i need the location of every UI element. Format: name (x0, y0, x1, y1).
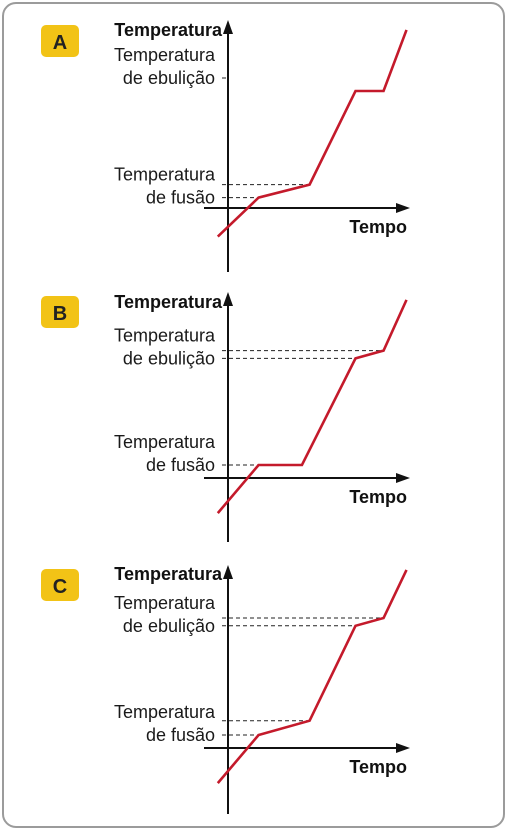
y-axis-arrow (223, 20, 233, 34)
panel-badge-label: A (53, 32, 67, 54)
y-axis-arrow (223, 292, 233, 306)
reference-label: de ebulição (123, 348, 215, 368)
y-axis-title: Temperatura (114, 20, 223, 40)
chart-panel-b: B Temperatura Tempo de ebulição Temperatura d… (41, 292, 410, 542)
heating-curve (216, 569, 408, 784)
y-axis-title: Temperatura (114, 564, 223, 584)
reference-label: de ebulição (123, 616, 215, 636)
reference-label: Temperatura (114, 593, 216, 613)
panel-badge (41, 296, 79, 328)
chart-panel-c: C Temperatura Tempo de ebulição Temperatura d… (41, 564, 410, 814)
reference-label: de fusão (146, 188, 215, 208)
reference-label: de fusão (146, 725, 215, 745)
heating-curve (216, 299, 408, 514)
x-axis-title: Tempo (349, 757, 407, 777)
x-axis-arrow (396, 743, 410, 753)
reference-label: Temperatura (114, 432, 216, 452)
heating-curve (216, 29, 408, 238)
reference-label: Temperatura (114, 702, 216, 722)
chart-panel-a: A Temperatura Tempo de ebulição Temperatura d… (41, 20, 410, 272)
reference-label: de fusão (146, 455, 215, 475)
panel-badge (41, 569, 79, 601)
reference-label: Temperatura (114, 325, 216, 345)
panel-badge (41, 25, 79, 57)
x-axis-title: Tempo (349, 487, 407, 507)
y-axis-arrow (223, 565, 233, 579)
y-axis-title: Temperatura (114, 292, 223, 312)
panel-badge-label: C (53, 576, 67, 598)
x-axis-title: Tempo (349, 217, 407, 237)
reference-label: Temperatura (114, 45, 216, 65)
reference-label: Temperatura (114, 165, 216, 185)
x-axis-arrow (396, 203, 410, 213)
x-axis-arrow (396, 473, 410, 483)
reference-label: de ebulição (123, 68, 215, 88)
panel-badge-label: B (53, 303, 67, 325)
